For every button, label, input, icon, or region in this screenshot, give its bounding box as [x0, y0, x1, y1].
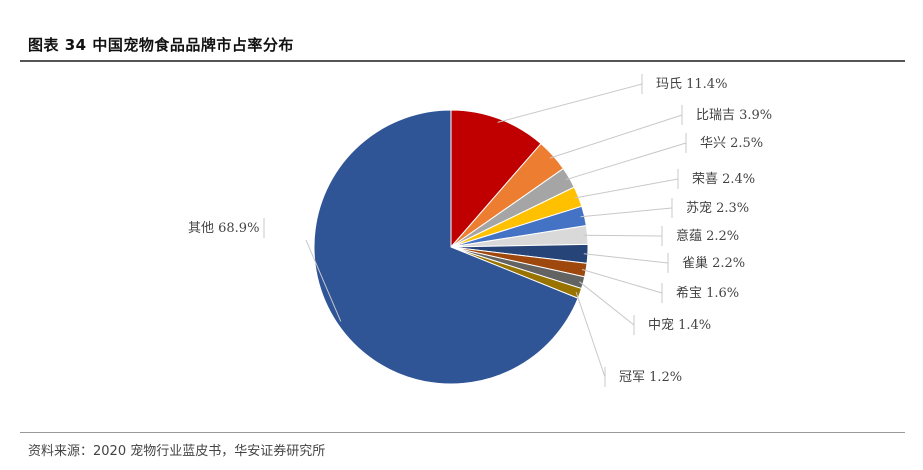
leader-line-3	[565, 142, 687, 181]
footer-divider	[20, 432, 905, 433]
data-labels: 玛氏 11.4% 比瑞吉 3.9% 华兴 2.5% 荣喜 2.4% 苏宠 2.3% 意蕴 …	[188, 77, 772, 385]
pie-chart: 玛氏 11.4% 比瑞吉 3.9% 华兴 2.5% 荣喜 2.4% 苏宠 2.3% 意蕴 …	[188, 74, 772, 387]
pie-slice-1	[450, 109, 542, 249]
data-label-5: 苏宠 2.3%	[686, 200, 749, 216]
data-label-8: 希宝 1.6%	[676, 286, 739, 301]
leader-lines	[263, 74, 687, 387]
data-label-3: 华兴 2.5%	[700, 136, 763, 151]
leader-line-1	[497, 83, 643, 123]
data-label-4: 荣喜 2.4%	[692, 172, 755, 187]
title-divider	[20, 60, 905, 62]
source-note: 资料来源：2020 宠物行业蓝皮书，华安证券研究所	[28, 444, 326, 459]
leader-line-10	[575, 291, 606, 378]
pie-slices	[313, 109, 589, 385]
chart-title: 图表 34 中国宠物食品品牌市占率分布	[28, 36, 294, 54]
pie-slice-11	[313, 109, 579, 385]
data-label-2: 比瑞吉 3.9%	[696, 108, 772, 123]
leader-line-4	[574, 178, 679, 199]
data-label-10: 冠军 1.2%	[619, 370, 682, 385]
leader-line-11	[305, 239, 342, 322]
leader-line-5	[580, 207, 673, 218]
data-label-11: 其他 68.9%	[188, 221, 259, 236]
leader-line-7	[583, 253, 669, 264]
data-label-7: 雀巢 2.2%	[682, 256, 745, 271]
leader-line-2	[549, 114, 683, 159]
leader-line-8	[581, 269, 663, 294]
data-label-1: 玛氏 11.4%	[656, 77, 727, 92]
leader-line-6	[583, 234, 663, 237]
leader-line-9	[579, 281, 635, 326]
data-label-9: 中宠 1.4%	[648, 317, 711, 333]
data-label-6: 意蕴 2.2%	[676, 228, 739, 244]
